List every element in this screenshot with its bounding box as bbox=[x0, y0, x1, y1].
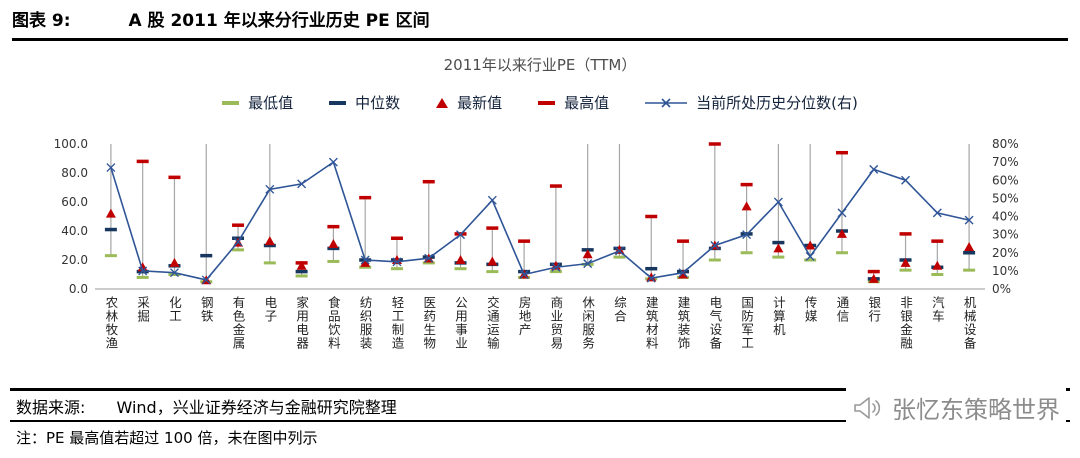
x-axis-label: 家用电器 bbox=[294, 296, 310, 350]
x-axis-label: 电气设备 bbox=[707, 296, 723, 350]
chart-title: 2011年以来行业PE（TTM） bbox=[443, 56, 637, 74]
right-axis-tick: 80% bbox=[992, 137, 1019, 151]
x-axis-label: 建筑装饰 bbox=[675, 296, 691, 350]
watermark-text: 张忆东策略世界 bbox=[892, 396, 1060, 424]
legend-label-percentile: 当前所处历史分位数(右) bbox=[696, 94, 858, 112]
left-axis-tick: 60.0 bbox=[61, 195, 88, 209]
left-axis-tick: 80.0 bbox=[61, 166, 88, 180]
x-axis-label: 国防军工 bbox=[739, 296, 755, 350]
legend-label-latest: 最新值 bbox=[457, 94, 503, 112]
right-axis-tick: 10% bbox=[992, 264, 1019, 278]
x-axis-label: 综合 bbox=[611, 296, 627, 323]
x-axis-label: 银行 bbox=[866, 296, 882, 323]
footnote: 注：PE 最高值若超过 100 倍，未在图中列示 bbox=[16, 429, 318, 447]
x-axis-label: 化工 bbox=[166, 296, 182, 323]
legend-item-latest: 最新值 bbox=[436, 92, 502, 113]
left-axis-tick: 40.0 bbox=[61, 224, 88, 238]
chart-legend: 最低值 中位数 最新值 最高值 当前所处历史分位数(右) bbox=[0, 92, 1080, 113]
x-axis-label: 非银金融 bbox=[898, 296, 914, 350]
legend-label-max: 最高值 bbox=[564, 94, 610, 112]
x-axis-label: 纺织服装 bbox=[357, 296, 373, 350]
chart-plot-area: 0.0 20.0 40.0 60.0 80.0 100.0 0% 10% 20% 30% 40% 50… bbox=[54, 137, 1019, 296]
legend-item-min: 最低值 bbox=[222, 92, 293, 113]
footer-divider-top bbox=[10, 388, 1070, 391]
legend-marker-latest bbox=[436, 97, 449, 108]
figure-title: A 股 2011 年以来分行业历史 PE 区间 bbox=[128, 11, 430, 31]
x-axis-label: 建筑材料 bbox=[643, 296, 659, 350]
x-axis-label: 钢铁 bbox=[198, 296, 214, 323]
x-axis-label: 房地产 bbox=[516, 296, 532, 337]
x-axis-label: 电子 bbox=[262, 296, 278, 323]
right-axis-tick-labels: 0% 10% 20% 30% 40% 50% 60% 70% 80% bbox=[992, 137, 1019, 296]
legend-marker-max bbox=[538, 100, 556, 105]
x-axis-label: 商业贸易 bbox=[548, 296, 564, 350]
x-axis-label: 交通运输 bbox=[484, 296, 500, 350]
left-axis-tick: 0.0 bbox=[69, 282, 88, 296]
right-axis-tick: 50% bbox=[992, 191, 1019, 205]
figure-number: 图表 9: bbox=[12, 11, 71, 31]
right-axis-tick: 0% bbox=[992, 282, 1011, 296]
x-axis-labels: 农林牧渔 采掘 化工 钢铁 有色金属 电子 家用电器 食品饮料 纺织服装 轻工制造 医药生物 公用事业… bbox=[0, 294, 1080, 389]
right-axis-tick: 60% bbox=[992, 173, 1019, 187]
footer-divider-mid bbox=[10, 420, 1070, 422]
x-axis-label: 汽车 bbox=[929, 296, 945, 323]
source-row: 数据来源: Wind，兴业证券经济与金融研究院整理 bbox=[16, 394, 397, 418]
left-axis-tick: 20.0 bbox=[61, 253, 88, 267]
x-axis-label: 公用事业 bbox=[453, 296, 469, 350]
figure-header: 图表 9: A 股 2011 年以来分行业历史 PE 区间 bbox=[12, 6, 1068, 41]
legend-item-max: 最高值 bbox=[538, 92, 609, 113]
legend-item-percentile: 当前所处历史分位数(右) bbox=[645, 92, 858, 113]
watermark: 张忆东策略世界 bbox=[846, 388, 1066, 427]
right-axis-tick: 40% bbox=[992, 210, 1019, 224]
x-axis-label: 休闲服务 bbox=[580, 296, 596, 350]
x-axis-label: 机械设备 bbox=[961, 296, 977, 350]
x-axis-label: 计算机 bbox=[770, 296, 786, 337]
x-axis-label: 食品饮料 bbox=[325, 296, 341, 350]
x-axis-label: 农林牧渔 bbox=[103, 296, 119, 350]
x-axis-label: 有色金属 bbox=[230, 296, 246, 350]
right-axis-tick: 70% bbox=[992, 155, 1019, 169]
series-min-markers bbox=[104, 248, 976, 284]
x-axis-label: 医药生物 bbox=[421, 296, 437, 350]
range-lines bbox=[110, 144, 970, 282]
series-percentile-line bbox=[106, 157, 974, 285]
series-max-markers bbox=[136, 142, 944, 274]
left-axis-tick-labels: 0.0 20.0 40.0 60.0 80.0 100.0 bbox=[54, 137, 88, 296]
legend-marker-min bbox=[222, 100, 240, 105]
legend-label-min: 最低值 bbox=[248, 94, 294, 112]
legend-marker-percentile bbox=[645, 97, 688, 108]
left-axis-tick: 100.0 bbox=[54, 137, 88, 151]
legend-item-median: 中位数 bbox=[329, 92, 400, 113]
source-label: 数据来源: bbox=[16, 398, 86, 417]
x-axis-label: 采掘 bbox=[135, 296, 151, 323]
right-axis-tick: 30% bbox=[992, 228, 1019, 242]
x-axis-label: 通信 bbox=[834, 296, 850, 323]
x-axis-label: 传媒 bbox=[802, 296, 818, 323]
right-axis-tick: 20% bbox=[992, 246, 1019, 260]
source-text: Wind，兴业证券经济与金融研究院整理 bbox=[116, 398, 397, 417]
legend-marker-median bbox=[329, 100, 347, 105]
megaphone-icon bbox=[854, 396, 881, 419]
legend-label-median: 中位数 bbox=[355, 94, 401, 112]
x-axis-label: 轻工制造 bbox=[389, 296, 405, 350]
